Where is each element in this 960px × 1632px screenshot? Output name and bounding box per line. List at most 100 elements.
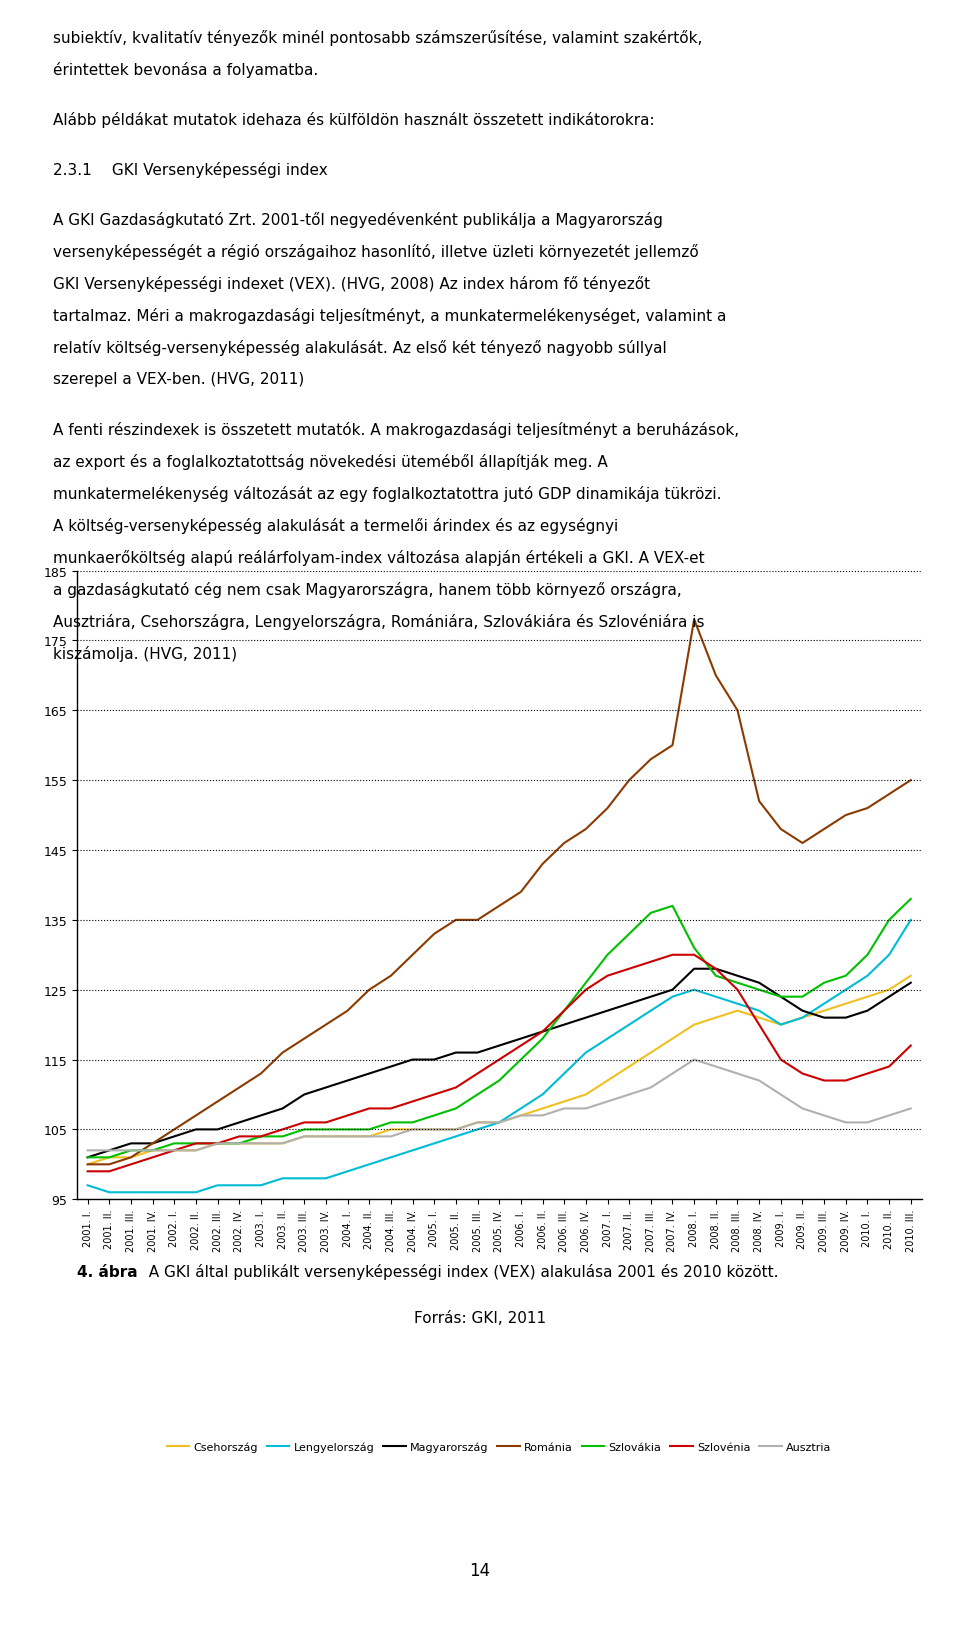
- Magyarország: [818, 1009, 829, 1028]
- Lengyelország: [190, 1183, 202, 1203]
- Szlovákia: [580, 973, 591, 992]
- Lengyelország: [147, 1183, 158, 1203]
- Lengyelország: [559, 1064, 570, 1084]
- Szlovénia: [407, 1092, 419, 1111]
- Románia: [82, 1155, 93, 1175]
- Text: a gazdaságkutató cég nem csak Magyarországra, hanem több környező országra,: a gazdaságkutató cég nem csak Magyarorsz…: [53, 581, 682, 597]
- Ausztria: [385, 1126, 396, 1146]
- Szlovénia: [537, 1022, 548, 1041]
- Magyarország: [233, 1113, 245, 1133]
- Csehország: [537, 1098, 548, 1118]
- Lengyelország: [580, 1043, 591, 1062]
- Ausztria: [147, 1141, 158, 1160]
- Line: Magyarország: Magyarország: [87, 969, 911, 1157]
- Line: Szlovákia: Szlovákia: [87, 899, 911, 1157]
- Szlovákia: [125, 1141, 136, 1160]
- Text: subiektív, kvalitatív tényezők minél pontosabb számszerűsítése, valamint szakért: subiektív, kvalitatív tényezők minél pon…: [53, 29, 702, 46]
- Magyarország: [407, 1049, 419, 1069]
- Szlovákia: [276, 1126, 288, 1146]
- Magyarország: [255, 1106, 267, 1126]
- Magyarország: [299, 1085, 310, 1105]
- Szlovénia: [493, 1049, 505, 1069]
- Ausztria: [320, 1126, 331, 1146]
- Magyarország: [169, 1126, 180, 1146]
- Lengyelország: [169, 1183, 180, 1203]
- Text: GKI Versenyképességi indexet (VEX). (HVG, 2008) Az index három fő tényezőt: GKI Versenyképességi indexet (VEX). (HVG…: [53, 276, 650, 292]
- Románia: [428, 924, 440, 943]
- Text: Ausztriára, Csehországra, Lengyelországra, Romániára, Szlovákiára és Szlovéniára: Ausztriára, Csehországra, Lengyelországr…: [53, 614, 705, 630]
- Szlovénia: [862, 1064, 874, 1084]
- Ausztria: [299, 1126, 310, 1146]
- Szlovákia: [385, 1113, 396, 1133]
- Text: munkaerőköltség alapú reálárfolyam-index változása alapján értékeli a GKI. A VEX: munkaerőköltség alapú reálárfolyam-index…: [53, 550, 705, 566]
- Lengyelország: [516, 1098, 527, 1118]
- Lengyelország: [233, 1175, 245, 1195]
- Csehország: [212, 1134, 224, 1154]
- Magyarország: [82, 1147, 93, 1167]
- Szlovénia: [732, 981, 743, 1000]
- Magyarország: [471, 1043, 483, 1062]
- Románia: [623, 770, 635, 790]
- Szlovákia: [190, 1134, 202, 1154]
- Ausztria: [212, 1134, 224, 1154]
- Ausztria: [688, 1049, 700, 1069]
- Ausztria: [645, 1079, 657, 1098]
- Ausztria: [537, 1106, 548, 1126]
- Románia: [125, 1147, 136, 1167]
- Lengyelország: [905, 911, 917, 930]
- Ausztria: [493, 1113, 505, 1133]
- Legend: Csehország, Lengyelország, Magyarország, Románia, Szlovákia, Szlovénia, Ausztria: Csehország, Lengyelország, Magyarország,…: [162, 1438, 836, 1457]
- Lengyelország: [732, 994, 743, 1013]
- Magyarország: [688, 960, 700, 979]
- Magyarország: [320, 1079, 331, 1098]
- Lengyelország: [212, 1175, 224, 1195]
- Magyarország: [840, 1009, 852, 1028]
- Line: Románia: Románia: [87, 620, 911, 1165]
- Szlovénia: [797, 1064, 808, 1084]
- Szlovákia: [516, 1049, 527, 1069]
- Line: Csehország: Csehország: [87, 976, 911, 1165]
- Ausztria: [623, 1085, 635, 1105]
- Csehország: [559, 1092, 570, 1111]
- Magyarország: [862, 1000, 874, 1022]
- Szlovákia: [428, 1106, 440, 1126]
- Szlovákia: [471, 1085, 483, 1105]
- Szlovákia: [233, 1134, 245, 1154]
- Szlovénia: [276, 1120, 288, 1139]
- Lengyelország: [667, 987, 679, 1007]
- Magyarország: [385, 1058, 396, 1077]
- Románia: [255, 1064, 267, 1084]
- Magyarország: [147, 1134, 158, 1154]
- Magyarország: [559, 1015, 570, 1035]
- Magyarország: [645, 987, 657, 1007]
- Románia: [905, 770, 917, 790]
- Szlovénia: [559, 1000, 570, 1022]
- Románia: [602, 798, 613, 818]
- Text: versenyképességét a régió országaihoz hasonlító, illetve üzleti környezetét jell: versenyképességét a régió országaihoz ha…: [53, 243, 699, 259]
- Lengyelország: [125, 1183, 136, 1203]
- Szlovénia: [320, 1113, 331, 1133]
- Szlovénia: [125, 1155, 136, 1175]
- Ausztria: [818, 1106, 829, 1126]
- Szlovénia: [428, 1085, 440, 1105]
- Csehország: [818, 1000, 829, 1022]
- Románia: [190, 1106, 202, 1126]
- Románia: [688, 610, 700, 630]
- Text: A költség-versenyképesség alakulását a termelői árindex és az egységnyi: A költség-versenyképesség alakulását a t…: [53, 517, 618, 534]
- Szlovénia: [883, 1058, 895, 1077]
- Szlovénia: [840, 1071, 852, 1090]
- Szlovénia: [645, 953, 657, 973]
- Csehország: [104, 1147, 115, 1167]
- Csehország: [299, 1126, 310, 1146]
- Lengyelország: [688, 981, 700, 1000]
- Text: kiszámolja. (HVG, 2011): kiszámolja. (HVG, 2011): [53, 646, 237, 661]
- Szlovákia: [407, 1113, 419, 1133]
- Csehország: [320, 1126, 331, 1146]
- Text: Forrás: GKI, 2011: Forrás: GKI, 2011: [414, 1310, 546, 1325]
- Csehország: [493, 1113, 505, 1133]
- Románia: [645, 751, 657, 770]
- Románia: [493, 896, 505, 916]
- Lengyelország: [299, 1169, 310, 1188]
- Ausztria: [233, 1134, 245, 1154]
- Magyarország: [580, 1009, 591, 1028]
